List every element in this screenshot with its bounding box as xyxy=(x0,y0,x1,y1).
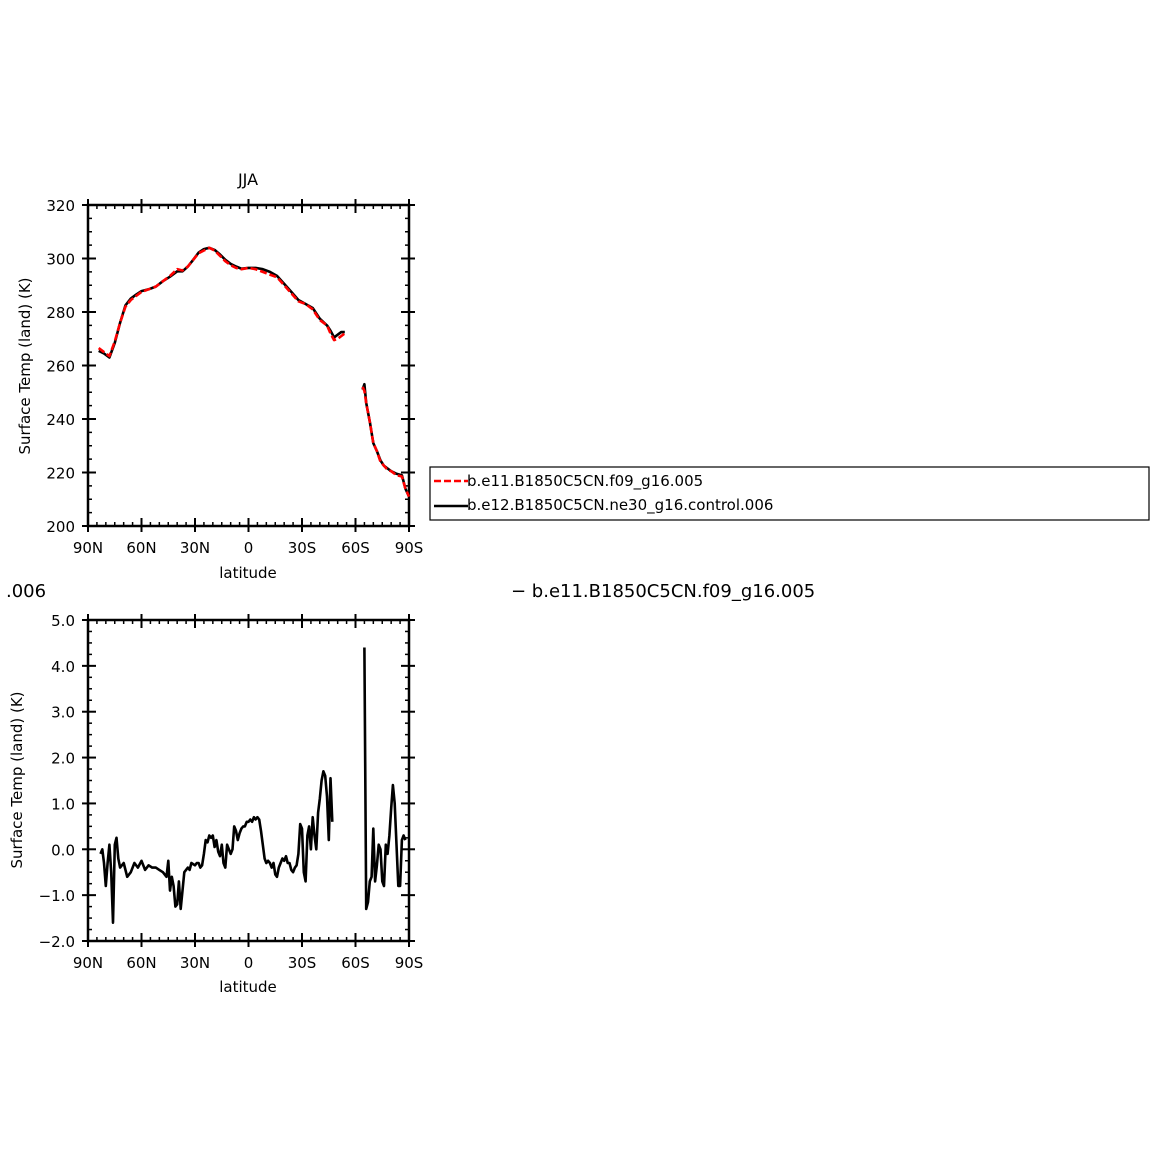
bottom-panel-y-axis-label: Surface Temp (land) (K) xyxy=(8,691,26,868)
legend-label-exp: b.e11.B1850C5CN.f09_g16.005 xyxy=(467,472,703,491)
panel0-y-tick-label: 240 xyxy=(46,411,75,429)
top-panel-x-axis-label: latitude xyxy=(219,564,277,582)
panel0-x-tick-label: 30N xyxy=(180,539,210,557)
panel0-series-1-line xyxy=(361,386,411,498)
panel1-y-tick-label: 3.0 xyxy=(51,704,75,722)
panel0-series-1-line xyxy=(97,246,346,358)
panel1-series-0-line xyxy=(99,770,334,924)
panel0-y-tick-label: 260 xyxy=(46,358,75,376)
panel1-y-tick-label: −2.0 xyxy=(39,933,75,951)
top-panel-title: JJA xyxy=(237,170,258,189)
panel1-y-tick-label: 4.0 xyxy=(51,658,75,676)
panel1-x-tick-label: 30S xyxy=(288,954,317,972)
panel0-y-tick-label: 280 xyxy=(46,304,75,322)
panel0-y-tick-label: 200 xyxy=(46,518,75,536)
panel0-x-tick-label: 90N xyxy=(73,539,103,557)
top-panel: JJA 90N 60N 30N 0 30S 60S 90S 200 220 240 260 280 30… xyxy=(16,170,423,582)
panel1-x-tick-label: 60S xyxy=(341,954,370,972)
legend-label-ctl: b.e12.B1850C5CN.ne30_g16.control.006 xyxy=(467,496,773,515)
panel1-x-tick-label: 60N xyxy=(126,954,156,972)
bottom-panel-plot-area: 90N 60N 30N 0 30S 60S 90S −2.0 −1.0 0.0 1.0 2.0 3.0 4… xyxy=(39,612,424,972)
top-panel-y-axis-label: Surface Temp (land) (K) xyxy=(16,277,34,454)
panel1-y-tick-label: 1.0 xyxy=(51,795,75,813)
panel1-y-tick-label: 2.0 xyxy=(51,750,75,768)
diff-caption-right: − b.e11.B1850C5CN.f09_g16.005 xyxy=(511,581,815,602)
panel0-x-tick-label: 90S xyxy=(395,539,424,557)
panel0-x-tick-label: 60S xyxy=(341,539,370,557)
panel0-x-tick-label: 30S xyxy=(288,539,317,557)
diff-caption-left: .006 xyxy=(6,581,46,602)
panel1-x-tick-label: 90S xyxy=(395,954,424,972)
panel0-y-tick-label: 300 xyxy=(46,251,75,269)
top-panel-plot-area: 90N 60N 30N 0 30S 60S 90S 200 220 240 260 280 300 320 xyxy=(46,197,423,557)
panel1-x-tick-label: 90N xyxy=(73,954,103,972)
panel0-y-tick-label: 320 xyxy=(46,197,75,215)
panel0-y-tick-label: 220 xyxy=(46,465,75,483)
panel1-x-tick-label: 30N xyxy=(180,954,210,972)
panel1-y-tick-label: 5.0 xyxy=(51,612,75,630)
panel1-y-tick-label: 0.0 xyxy=(51,841,75,859)
bottom-panel-x-axis-label: latitude xyxy=(219,978,277,996)
panel0-x-tick-label: 60N xyxy=(126,539,156,557)
panel1-x-tick-label: 0 xyxy=(244,954,254,972)
panel1-y-tick-label: −1.0 xyxy=(39,887,75,905)
panel1-series-0-line xyxy=(363,647,407,911)
bottom-panel: 90N 60N 30N 0 30S 60S 90S −2.0 −1.0 0.0 1.0 2.0 3.0 4… xyxy=(8,612,423,996)
legend-box xyxy=(429,466,1150,521)
legend: b.e11.B1850C5CN.f09_g16.005 b.e12.B1850C… xyxy=(429,466,1150,521)
panel0-x-tick-label: 0 xyxy=(244,539,254,557)
